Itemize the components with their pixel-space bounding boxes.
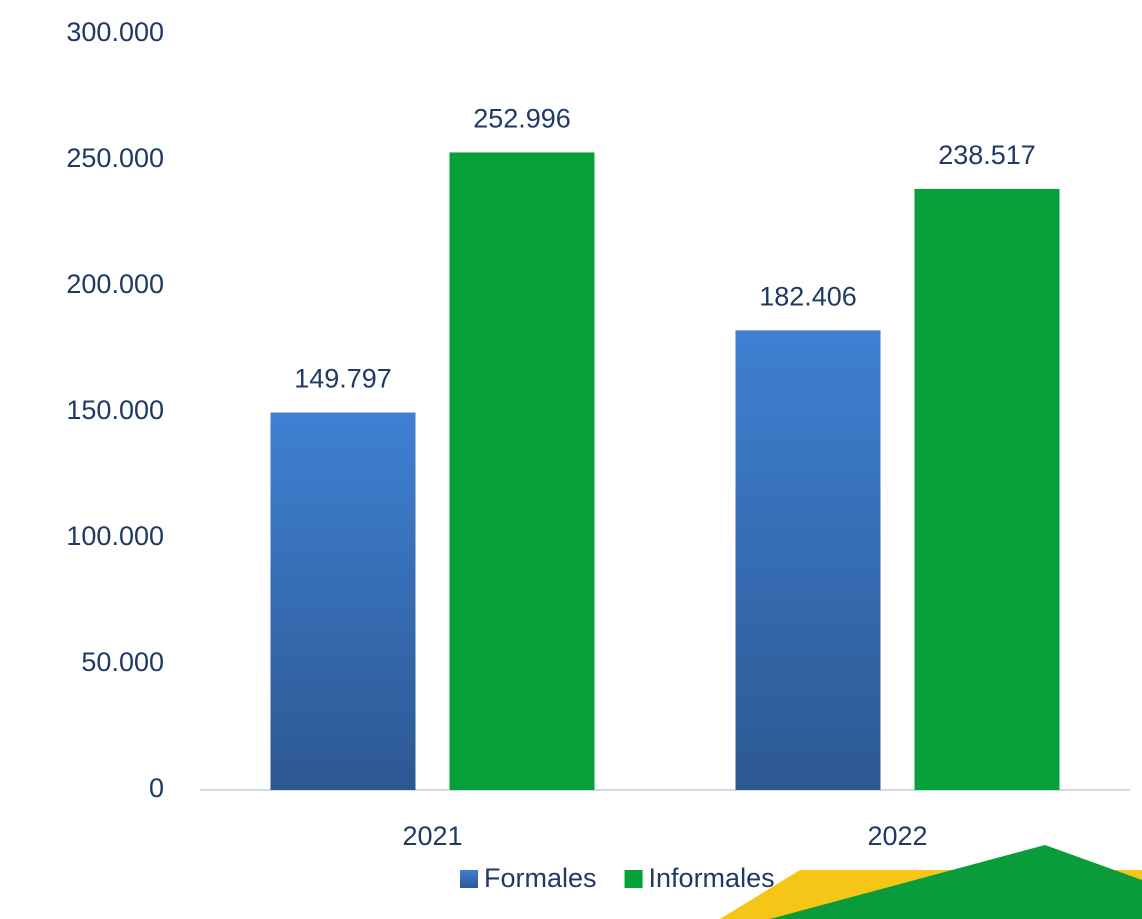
y-tick-label: 50.000 xyxy=(81,647,164,677)
legend-label: Formales xyxy=(484,863,597,893)
y-tick-label: 0 xyxy=(149,773,164,803)
value-label: 238.517 xyxy=(938,140,1036,170)
bar xyxy=(914,188,1060,791)
value-label: 182.406 xyxy=(759,281,857,311)
y-tick-label: 150.000 xyxy=(66,395,164,425)
value-label: 149.797 xyxy=(294,364,392,394)
y-tick-label: 250.000 xyxy=(66,143,164,173)
bar xyxy=(449,152,595,790)
x-tick-label: 2022 xyxy=(867,821,927,851)
value-label: 252.996 xyxy=(473,104,571,134)
bar xyxy=(270,412,416,790)
legend-swatch xyxy=(460,870,478,888)
y-tick-label: 100.000 xyxy=(66,521,164,551)
legend-label: Informales xyxy=(649,863,775,893)
x-tick-label: 2021 xyxy=(402,821,462,851)
decoration xyxy=(770,845,1142,919)
bar xyxy=(735,330,881,790)
y-tick-label: 200.000 xyxy=(66,269,164,299)
y-tick-label: 300.000 xyxy=(66,17,164,47)
legend-swatch xyxy=(624,870,643,888)
